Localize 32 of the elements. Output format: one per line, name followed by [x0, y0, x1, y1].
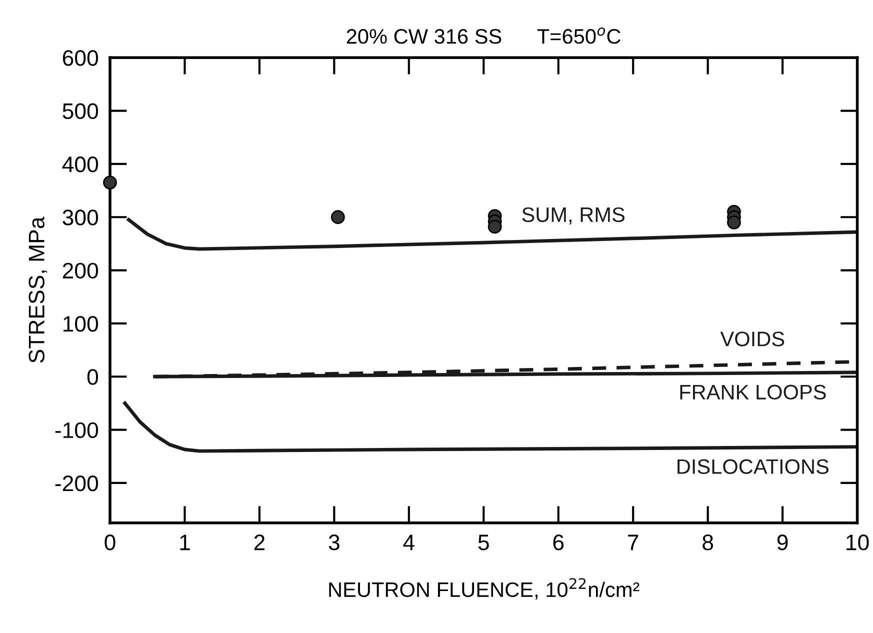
y-tick-label: 400 — [62, 156, 98, 172]
point — [330, 210, 345, 224]
y-tick-label: 100 — [64, 316, 98, 332]
y-tick-label: 500 — [62, 103, 98, 120]
x-axis-title: NEUTRON FLUENCE, 10$^{22}$n/cm² — [329, 578, 640, 600]
x-tick-label: 0 — [104, 534, 116, 550]
x-tick-label: 9 — [777, 534, 788, 550]
chart-title: 20% CW 316 SS T=650$^{o}$C — [346, 27, 620, 44]
y-tick-label: 300 — [62, 210, 98, 226]
y-tick-label: 600 — [62, 50, 98, 66]
series-label: FRANK LOOPS — [680, 384, 826, 400]
y-tick-label: -200 — [55, 476, 98, 492]
y-tick-label: -100 — [55, 422, 98, 438]
x-tick-label: 1 — [180, 534, 190, 550]
series-label: DISLOCATIONS — [678, 459, 828, 474]
point — [103, 176, 117, 190]
x-tick-label: 5 — [478, 534, 489, 550]
point — [488, 220, 502, 234]
x-tick-label: 3 — [328, 534, 340, 550]
series-label: VOIDS — [720, 332, 784, 346]
y-tick-label: 0 — [87, 369, 98, 385]
x-tick-label: 4 — [403, 534, 414, 550]
x-tick-label: 2 — [254, 534, 265, 550]
x-tick-label: 7 — [628, 534, 638, 550]
y-tick-label: 200 — [62, 262, 98, 279]
x-tick-label: 8 — [702, 534, 714, 550]
x-tick-label: 10 — [846, 534, 869, 550]
point — [727, 215, 741, 230]
y-axis-title: STRESS, MPa — [28, 216, 48, 363]
series-label: SUM, RMS — [522, 207, 624, 225]
x-tick-label: 6 — [553, 534, 564, 550]
line-series — [123, 401, 858, 453]
